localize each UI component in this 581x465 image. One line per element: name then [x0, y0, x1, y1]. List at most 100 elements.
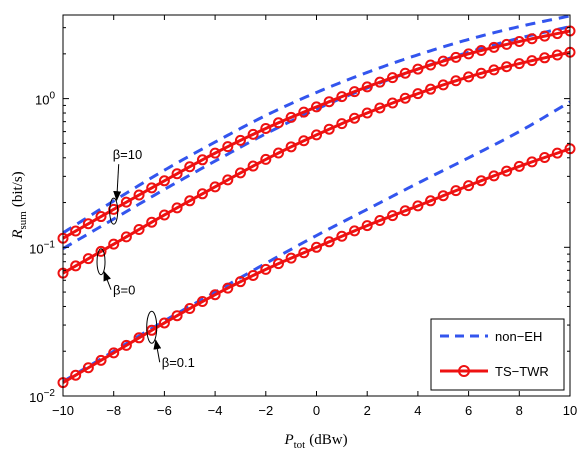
series-point [234, 167, 246, 179]
series-point [158, 175, 170, 187]
series-point [171, 202, 183, 214]
series-point [298, 135, 310, 147]
series-point [196, 154, 208, 166]
series-point [399, 67, 411, 79]
series-point [146, 216, 158, 228]
series-point [475, 45, 487, 57]
series-point [450, 51, 462, 63]
series-point [234, 134, 246, 146]
annotation-label: β=0.1 [162, 355, 195, 370]
series-point [526, 55, 538, 67]
y-tick-label: 10−1 [29, 239, 55, 256]
series-point [323, 236, 335, 248]
series-line-non-eh-0 [62, 25, 571, 250]
series-point [450, 75, 462, 87]
series-point [222, 282, 234, 294]
series-line-non-eh-0-1 [62, 100, 571, 383]
annotation-label: β=10 [113, 147, 143, 162]
series-point [513, 160, 525, 172]
series-point [70, 369, 82, 381]
series-point [539, 52, 551, 64]
series-point [146, 182, 158, 194]
annotation-label: β=0 [113, 283, 135, 298]
series-point [539, 151, 551, 163]
series-point [222, 141, 234, 153]
series-point [412, 88, 424, 100]
series-point [171, 168, 183, 180]
series-point [260, 122, 272, 134]
series-point [120, 339, 132, 351]
series-point [70, 225, 82, 237]
series-point [285, 252, 297, 264]
series-point [501, 165, 513, 177]
series-point [260, 263, 272, 275]
series-point [272, 117, 284, 129]
series-point [539, 30, 551, 42]
series-point [311, 101, 322, 113]
legend-label-non-eh: non−EH [495, 329, 542, 344]
series-point [374, 215, 386, 227]
series-point [501, 38, 513, 50]
series-point [463, 48, 475, 60]
series-point [234, 276, 246, 288]
series-point [82, 362, 94, 374]
series-point [247, 128, 259, 140]
series-point [285, 111, 297, 123]
series-point [285, 141, 297, 153]
series-point [387, 72, 399, 84]
series-point [488, 64, 500, 76]
series-point [387, 210, 399, 222]
series-point [336, 118, 348, 130]
series-point [120, 231, 132, 243]
series-point [412, 63, 424, 75]
series-point [158, 209, 170, 221]
series-point [551, 49, 563, 61]
series-point [551, 28, 563, 40]
x-tick-label: −8 [106, 403, 121, 418]
series-point [120, 196, 132, 208]
legend: non−EH TS−TWR [430, 318, 565, 391]
series-point [184, 161, 196, 173]
series-line-non-eh-10 [62, 14, 571, 235]
x-axis-label: Ptot (dBw) [283, 432, 347, 451]
series-point [336, 91, 348, 103]
series-point [526, 33, 538, 45]
x-tick-label: −6 [157, 403, 172, 418]
series-point [82, 253, 94, 265]
x-tick-label: 6 [465, 403, 472, 418]
y-tick-label: 10−2 [29, 388, 55, 405]
series-point [463, 71, 475, 83]
series-point [133, 332, 145, 344]
series-point [298, 106, 310, 118]
x-tick-label: 8 [516, 403, 523, 418]
annotation-arrow [153, 339, 162, 363]
series-point [526, 156, 538, 168]
series-point [361, 107, 373, 119]
series-point [488, 41, 500, 53]
series-point [272, 147, 284, 159]
series-point [82, 218, 94, 230]
series-point [437, 79, 449, 91]
series-point [513, 36, 525, 48]
series-point [437, 190, 449, 202]
series-point [349, 86, 361, 98]
y-axis-label: Rsum(bit/s) [10, 171, 29, 239]
annotation-ellipse [146, 310, 158, 344]
series-point [501, 61, 513, 73]
series-point [95, 245, 107, 257]
legend-marker-ts-twr [458, 365, 470, 377]
series-point [95, 211, 107, 223]
series-point [247, 160, 259, 172]
legend-label-ts-twr: TS−TWR [495, 364, 549, 379]
series-point [336, 230, 348, 242]
series-point [361, 220, 373, 232]
series-point [311, 129, 322, 141]
series-point [311, 241, 322, 253]
series-point [260, 153, 272, 165]
series-point [70, 260, 82, 272]
series-point [298, 247, 310, 259]
annotation-arrow [113, 164, 122, 202]
series-point [475, 175, 487, 187]
series-point [158, 317, 170, 329]
